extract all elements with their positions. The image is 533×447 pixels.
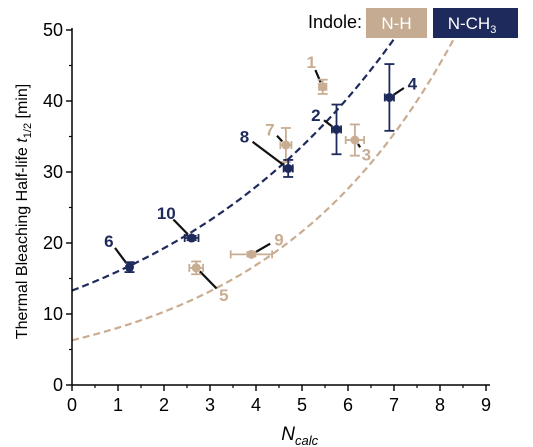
y-tick-label: 50	[43, 20, 63, 40]
marker	[283, 163, 293, 173]
y-tick-label: 10	[43, 304, 63, 324]
point-label: 10	[157, 204, 176, 223]
leader-line	[276, 134, 284, 143]
x-tick-label: 1	[113, 395, 123, 415]
x-tick-label: 6	[343, 395, 353, 415]
y-axis-label-main: Thermal Bleaching Half-life	[14, 143, 31, 340]
y-tick-label: 40	[43, 91, 63, 111]
point-label: 7	[265, 120, 274, 139]
point-nh-9: 9	[229, 230, 284, 259]
legend-label-nme: N-CH3	[448, 14, 497, 36]
x-tick-label: 3	[205, 395, 215, 415]
leader-line	[172, 218, 189, 236]
point-nme-6: 6	[104, 232, 135, 274]
legend-title: Indole:	[308, 12, 362, 32]
marker	[350, 135, 360, 145]
point-label: 6	[104, 232, 113, 251]
fit-curve-nh	[72, 30, 460, 342]
y-axis-label-sub: 1/2	[22, 123, 34, 138]
marker	[384, 92, 394, 102]
point-label: 1	[306, 53, 315, 72]
y-tick-label: 0	[53, 375, 63, 395]
marker	[281, 140, 291, 150]
legend-swatch-nh	[366, 8, 427, 38]
point-nme-2: 2	[311, 103, 343, 156]
marker	[246, 249, 256, 259]
x-tick-label: 8	[435, 395, 445, 415]
leader-line	[357, 143, 362, 148]
x-axis-label: Ncalc	[281, 424, 318, 447]
point-nh-1: 1	[306, 53, 328, 95]
x-tick-label: 0	[67, 395, 77, 415]
x-tick-label: 4	[251, 395, 261, 415]
x-tick-label: 9	[481, 395, 491, 415]
leader-line	[114, 247, 128, 264]
leader-line	[199, 270, 218, 290]
x-axis-label-main: N	[281, 424, 295, 445]
y-tick-label: 20	[43, 233, 63, 253]
point-label: 2	[311, 106, 320, 125]
legend-label-nme-sub: 3	[490, 24, 496, 36]
y-axis-label: Thermal Bleaching Half-life t1/2 [min]	[14, 84, 34, 339]
point-nme-8: 8	[240, 128, 294, 178]
legend: Indole: N-H N-CH3	[308, 8, 518, 38]
y-axis-label-unit: [min]	[14, 84, 31, 123]
fit-curve-nme	[72, 30, 402, 292]
leader-line	[393, 87, 405, 96]
legend-label-nh: N-H	[381, 14, 411, 33]
point-label: 3	[362, 145, 371, 164]
y-axis-label-var: t	[14, 138, 31, 143]
point-label: 8	[240, 128, 249, 147]
marker	[332, 124, 341, 134]
point-label: 9	[274, 230, 283, 249]
x-axis-label-sub: calc	[295, 433, 319, 447]
legend-label-nme-main: N-CH	[448, 14, 491, 33]
leader-line	[251, 140, 285, 167]
x-tick-label: 2	[159, 395, 169, 415]
marker	[318, 82, 328, 92]
point-nh-3: 3	[344, 123, 371, 164]
data-marks: 1 3 5 7 9 2 4 6 8 10	[104, 53, 418, 305]
point-nme-4: 4	[383, 63, 418, 132]
marker	[191, 263, 201, 273]
point-nme-10: 10	[157, 204, 200, 243]
point-nh-5: 5	[188, 260, 229, 305]
leader-line	[255, 242, 271, 253]
marker	[187, 233, 197, 243]
marker	[125, 262, 134, 272]
point-label: 5	[219, 286, 228, 305]
y-tick-label: 30	[43, 162, 63, 182]
x-tick-label: 7	[389, 395, 399, 415]
legend-swatch-nme	[433, 8, 518, 38]
point-nh-7: 7	[265, 120, 293, 163]
point-label: 4	[408, 74, 418, 93]
fit-curves	[72, 30, 460, 342]
x-tick-label: 5	[297, 395, 307, 415]
